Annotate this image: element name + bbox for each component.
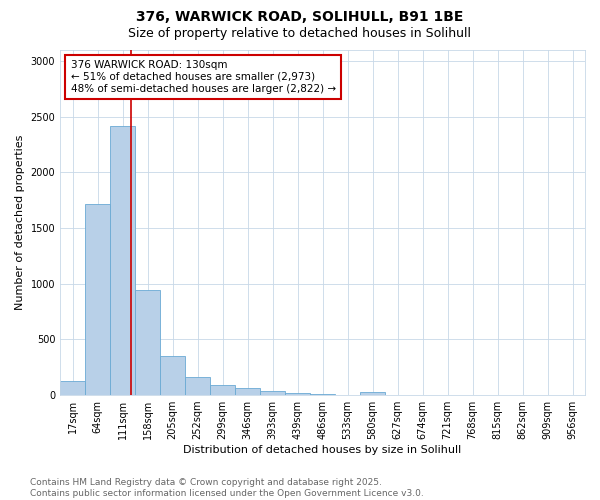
- Bar: [285, 393, 310, 395]
- Text: Contains HM Land Registry data © Crown copyright and database right 2025.
Contai: Contains HM Land Registry data © Crown c…: [30, 478, 424, 498]
- Bar: [185, 378, 210, 395]
- Bar: [360, 392, 385, 395]
- Bar: [210, 385, 235, 395]
- Bar: [335, 394, 360, 395]
- Bar: [260, 390, 285, 395]
- Bar: [110, 126, 135, 395]
- Bar: [60, 380, 85, 395]
- X-axis label: Distribution of detached houses by size in Solihull: Distribution of detached houses by size …: [184, 445, 462, 455]
- Text: 376, WARWICK ROAD, SOLIHULL, B91 1BE: 376, WARWICK ROAD, SOLIHULL, B91 1BE: [136, 10, 464, 24]
- Bar: [235, 388, 260, 395]
- Text: Size of property relative to detached houses in Solihull: Size of property relative to detached ho…: [128, 28, 472, 40]
- Text: 376 WARWICK ROAD: 130sqm
← 51% of detached houses are smaller (2,973)
48% of sem: 376 WARWICK ROAD: 130sqm ← 51% of detach…: [71, 60, 336, 94]
- Bar: [135, 290, 160, 395]
- Bar: [310, 394, 335, 395]
- Bar: [160, 356, 185, 395]
- Y-axis label: Number of detached properties: Number of detached properties: [15, 135, 25, 310]
- Bar: [85, 204, 110, 395]
